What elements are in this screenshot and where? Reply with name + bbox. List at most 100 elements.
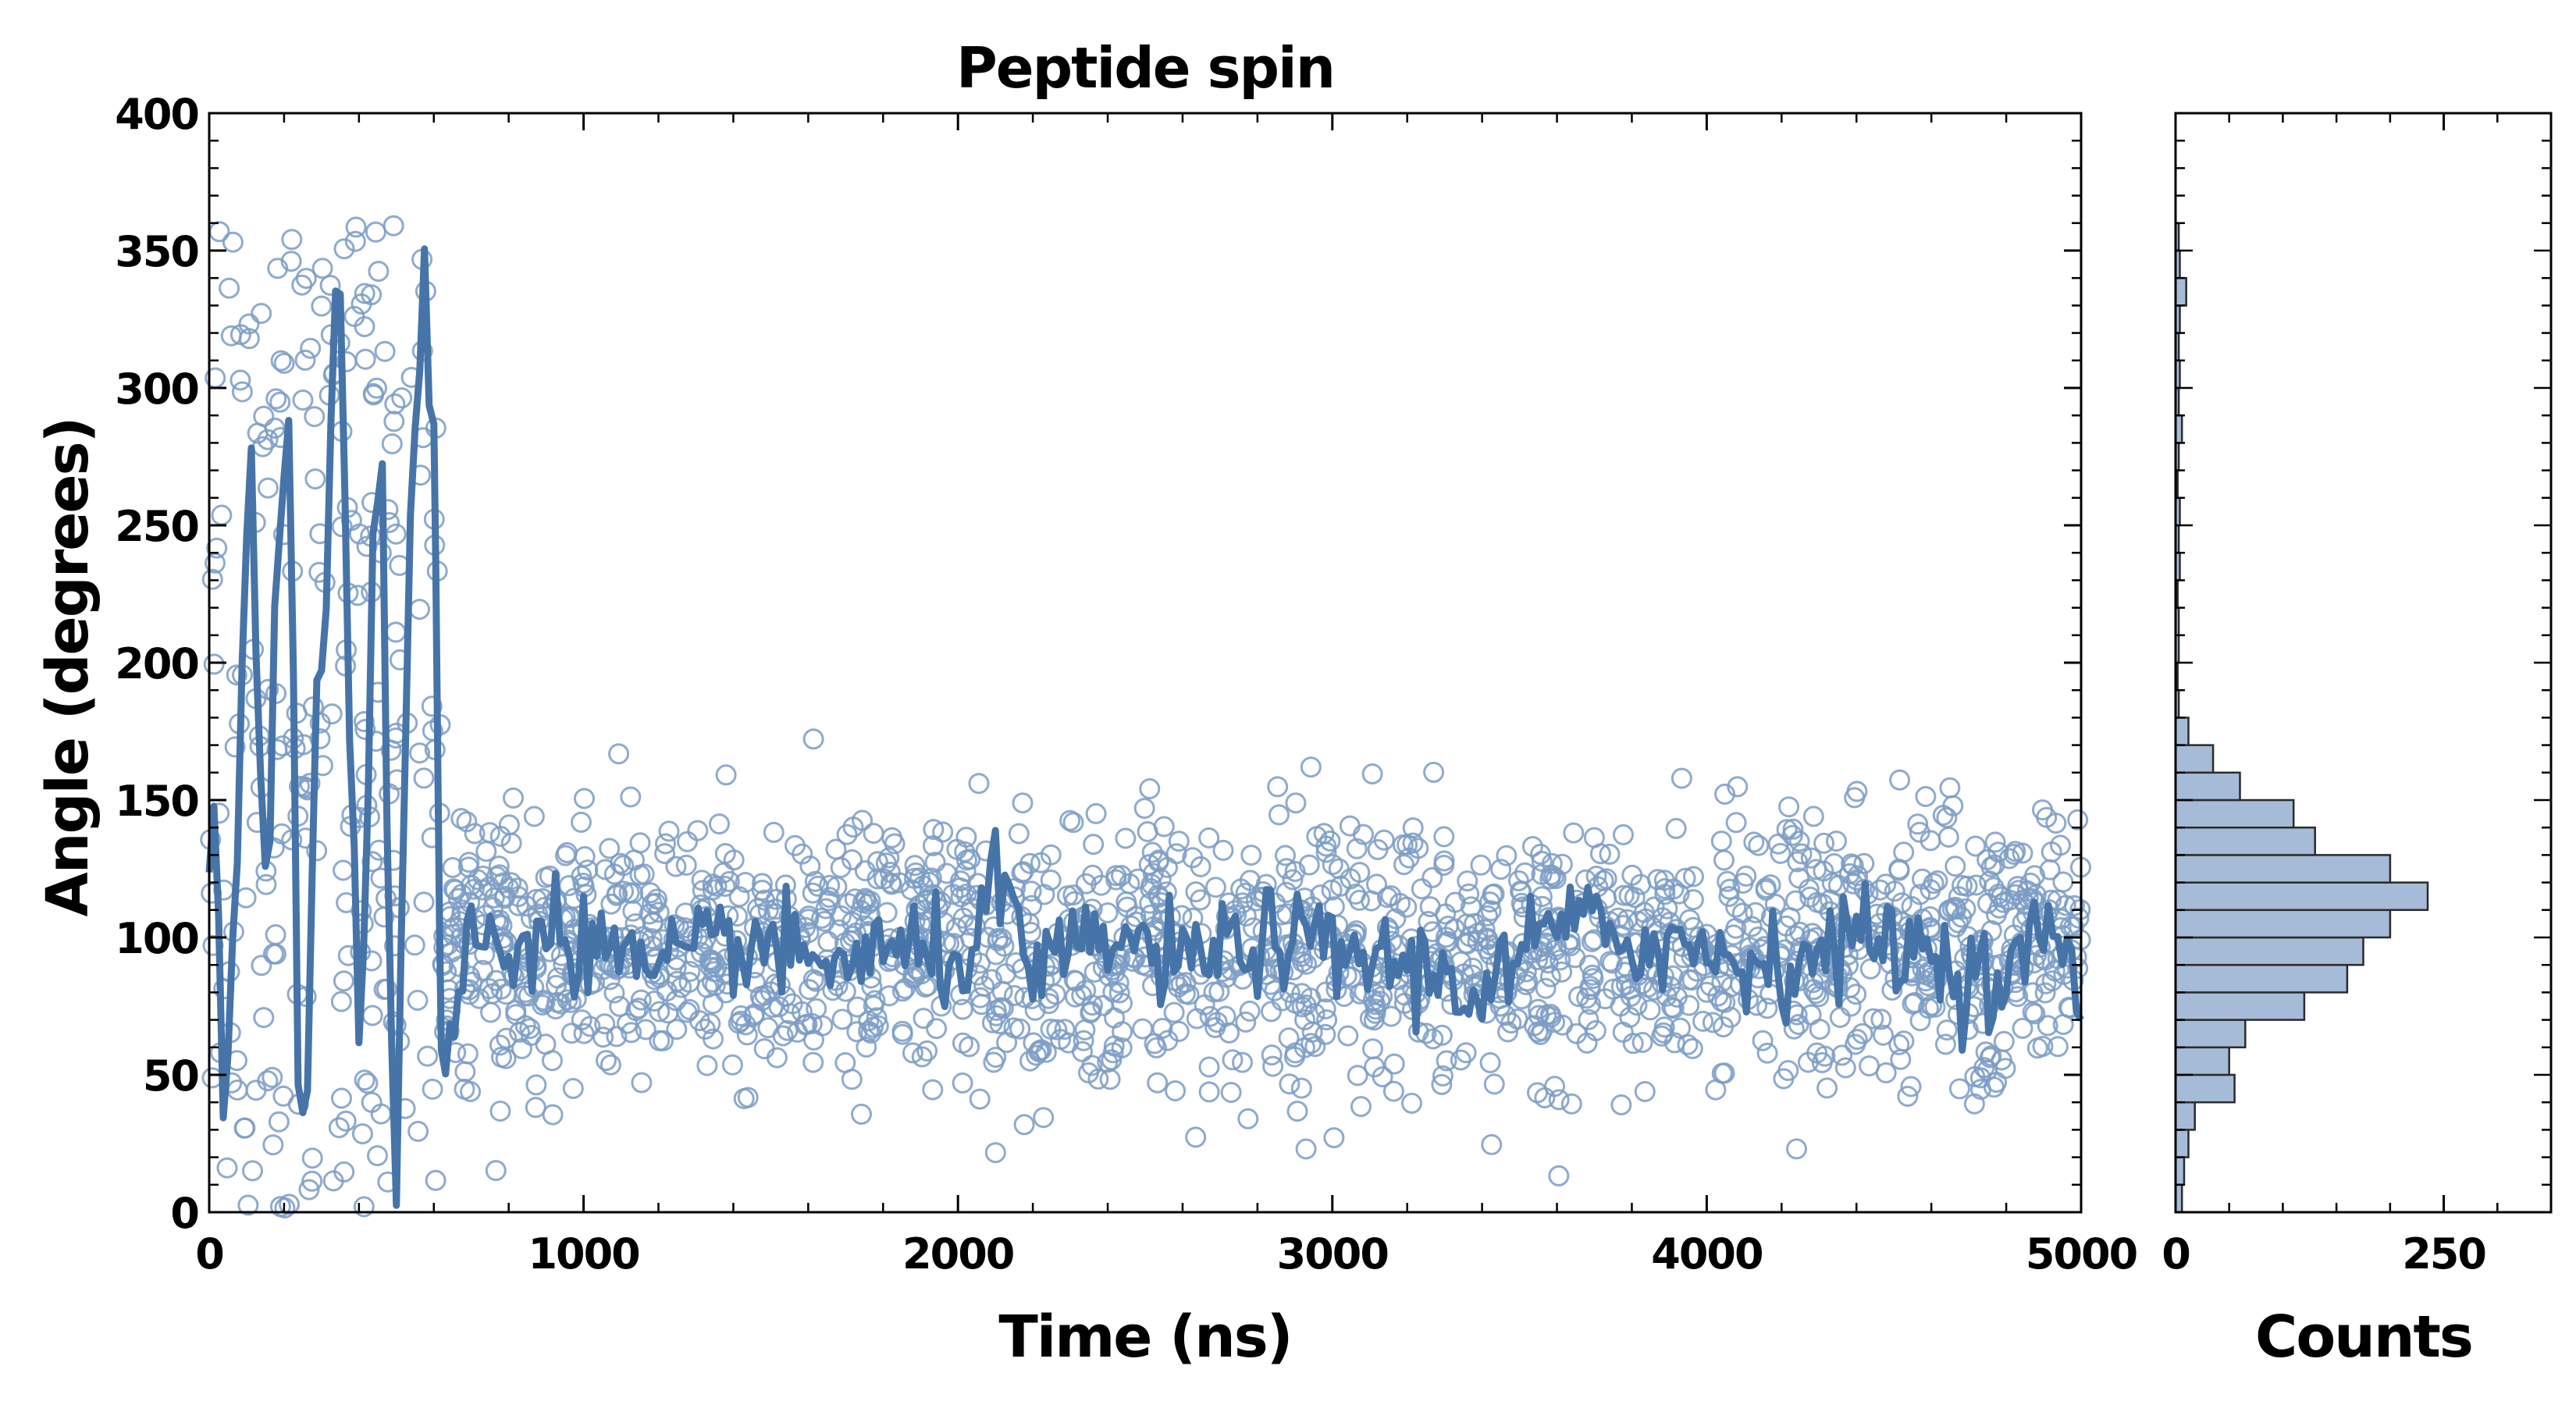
scatter-point	[1893, 1030, 1915, 1052]
scatter-point	[1138, 854, 1160, 876]
scatter-point	[1743, 831, 1765, 853]
scatter-point	[1479, 1052, 1501, 1073]
scatter-point	[1337, 1025, 1359, 1047]
scatter-point	[1682, 889, 1704, 911]
scatter-point	[836, 823, 858, 845]
scatter-point	[1663, 998, 1685, 1019]
scatter-point	[560, 1023, 582, 1044]
scatter-point	[1450, 1049, 1471, 1071]
scatter-point	[715, 764, 737, 786]
scatter-point	[450, 884, 472, 905]
scatter-point	[1174, 983, 1196, 1005]
histogram-bar	[2174, 771, 2241, 802]
scatter-point	[606, 884, 628, 906]
scatter-point	[1284, 861, 1306, 882]
scatter-point	[1668, 883, 1690, 905]
scatter-point	[1139, 892, 1161, 914]
scatter-point	[922, 835, 944, 856]
scatter-point	[1380, 885, 1402, 907]
scatter-point	[1364, 1002, 1386, 1024]
scatter-point	[1422, 1028, 1444, 1050]
scatter-point	[542, 1050, 563, 1072]
scatter-point	[721, 1054, 743, 1076]
scatter-point	[262, 1066, 283, 1088]
scatter-point	[1115, 891, 1137, 912]
scatter-point	[1941, 898, 1963, 919]
scatter-point	[696, 1055, 718, 1076]
scatter-point	[291, 274, 313, 296]
scatter-point	[891, 1023, 913, 1045]
scatter-point	[331, 1087, 352, 1109]
scatter-point	[1759, 874, 1781, 896]
scatter-point	[333, 1161, 355, 1183]
scatter-point	[1923, 873, 1944, 895]
scatter-point	[2034, 982, 2056, 1004]
scatter-point	[1900, 1076, 1922, 1097]
y-tick-label: 300	[115, 365, 198, 414]
scatter-point	[1074, 1019, 1096, 1040]
scatter-point	[631, 1072, 653, 1094]
scatter-point	[292, 389, 314, 411]
scatter-point	[1168, 976, 1190, 998]
scatter-point	[852, 809, 873, 831]
scatter-point	[1091, 874, 1112, 896]
scatter-point	[1888, 1033, 1910, 1055]
scatter-point	[1813, 832, 1835, 854]
scatter-point	[1328, 858, 1350, 880]
scatter-point	[904, 855, 926, 877]
scatter-point	[579, 1016, 601, 1037]
scatter-point	[279, 1193, 300, 1215]
scatter-point	[900, 879, 922, 901]
scatter-point	[856, 1036, 877, 1058]
y-tick-label: 0	[170, 1189, 198, 1238]
scatter-point	[984, 1142, 1006, 1164]
scatter-point	[1290, 1077, 1312, 1099]
scatter-point	[1198, 1056, 1220, 1078]
scatter-point	[1240, 845, 1262, 866]
scatter-point	[2045, 813, 2067, 834]
scatter-point	[251, 955, 272, 976]
scatter-point	[803, 1029, 824, 1051]
scatter-point	[1294, 1009, 1316, 1031]
scatter-point	[1720, 1006, 1742, 1028]
scatter-point	[226, 664, 247, 686]
scatter-point	[384, 393, 406, 414]
scatter-point	[1980, 1045, 2002, 1067]
scatter-point	[1285, 792, 1307, 814]
scatter-point	[1845, 869, 1867, 891]
scatter-point	[922, 1079, 944, 1101]
scatter-point	[753, 889, 775, 911]
scatter-point	[404, 934, 425, 956]
main-axis-ticks: 0 1000 2000 3000 4000 5000 0 50 100 150 200 250 300 3…	[115, 90, 2138, 1279]
scatter-point	[878, 847, 900, 869]
scatter-point	[913, 1008, 934, 1030]
scatter-point	[2017, 887, 2039, 909]
scatter-point	[802, 728, 824, 750]
scatter-point	[382, 215, 404, 237]
scatter-point	[1112, 1021, 1133, 1043]
scatter-point	[229, 369, 251, 391]
scatter-point	[1346, 838, 1368, 859]
scatter-point	[1778, 796, 1800, 818]
scatter-point	[1163, 1001, 1185, 1023]
main-plot-frame	[208, 112, 2083, 1214]
scatter-point	[571, 811, 592, 833]
scatter-point	[1576, 1032, 1598, 1054]
scatter-point	[1756, 1042, 1778, 1064]
scatter-point	[1563, 822, 1585, 844]
scatter-point	[1456, 913, 1478, 935]
y-tick-label: 50	[143, 1051, 198, 1101]
scatter-point	[970, 987, 991, 1008]
scatter-point	[374, 340, 396, 362]
scatter-point	[1319, 831, 1341, 852]
scatter-point	[1531, 863, 1553, 885]
scatter-point	[1560, 1093, 1582, 1115]
scatter-point	[1450, 951, 1472, 973]
scatter-point	[860, 1023, 882, 1044]
scatter-point	[655, 833, 676, 855]
scatter-point	[610, 852, 632, 874]
scatter-point	[1185, 881, 1207, 903]
scatter-point	[654, 843, 676, 865]
scatter-point	[924, 852, 946, 873]
scatter-point	[351, 1123, 373, 1145]
